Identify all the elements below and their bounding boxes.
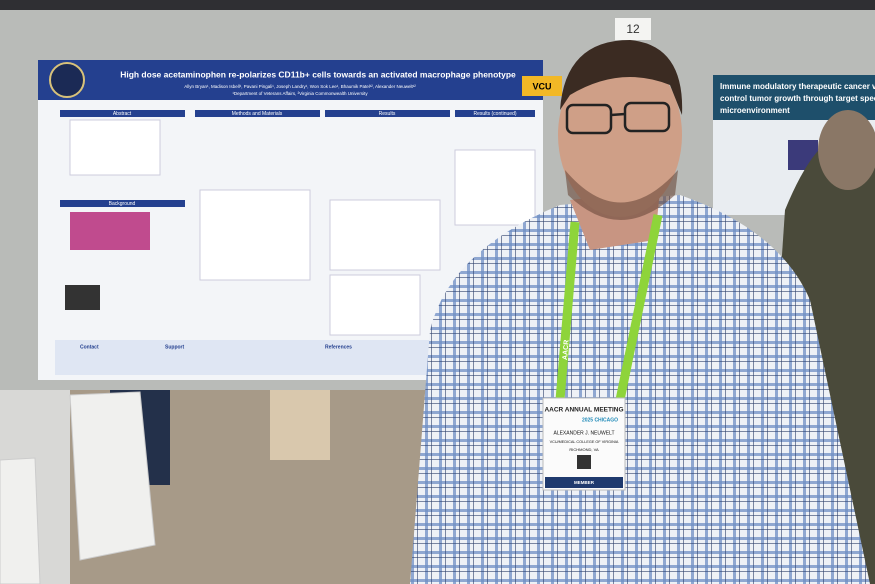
- board-number-plate: [615, 18, 651, 40]
- section-bar: [60, 200, 185, 207]
- badge-year-city: 2025 CHICAGO: [582, 417, 618, 423]
- footer-header: Contact: [80, 344, 99, 350]
- badge-name: ALEXANDER J. NEUWELT: [553, 430, 614, 436]
- poster-header: [38, 60, 543, 100]
- chair: [0, 457, 41, 584]
- lanyard-text: AACR: [562, 340, 571, 361]
- vcu-logo-box: [522, 76, 562, 96]
- section-bar: [60, 110, 185, 117]
- bystander-legs: [270, 390, 330, 460]
- badge-meeting: AACR ANNUAL MEETING: [544, 407, 623, 414]
- poster-title: High dose acetaminophen re-polarizes CD1…: [120, 69, 516, 79]
- lanyard: [615, 214, 663, 401]
- section-bar: [455, 110, 535, 117]
- side-poster-title: control tumor growth through target spec: [720, 94, 875, 103]
- glasses-lens: [565, 103, 613, 135]
- figure: [69, 119, 161, 176]
- figure: [199, 189, 311, 281]
- side-poster-title: Immune modulatory therapeutic cancer vac: [720, 82, 875, 91]
- beard: [565, 170, 678, 220]
- badge-type: MEMBER: [574, 480, 595, 485]
- figure: [329, 199, 441, 271]
- figure: [65, 285, 100, 310]
- badge-qr: [577, 455, 591, 469]
- footer-header: Support: [165, 344, 184, 350]
- glasses-lens: [623, 101, 671, 133]
- section-header: Methods and Materials: [232, 111, 283, 117]
- poster-affiliations: ¹Department of Veterans Affairs, ²Virgin…: [232, 91, 368, 96]
- section-header: Abstract: [113, 111, 132, 117]
- figure: [329, 274, 421, 336]
- section-header: Results: [379, 111, 396, 117]
- va-logo: [49, 62, 85, 98]
- badge-location: RICHMOND, VA: [569, 447, 599, 452]
- figure: [70, 212, 150, 250]
- section-bar: [195, 110, 320, 117]
- board-number: 12: [626, 22, 640, 36]
- poster-authors: Allyn Bryan¹, Madison Isbell¹, Pavani Pi…: [184, 84, 416, 89]
- badge-type-bar: [545, 477, 623, 488]
- section-header: Results (continued): [473, 111, 516, 117]
- section-bar: [325, 110, 450, 117]
- head: [558, 53, 682, 217]
- bystander-head: [818, 110, 875, 190]
- vcu-logo: VCU: [532, 81, 551, 91]
- lanyard: [555, 221, 580, 401]
- figure: [454, 149, 536, 226]
- hair: [560, 40, 683, 115]
- shirt: [410, 195, 870, 584]
- badge-institution: VCU/MEDICAL COLLEGE OF VIRGINIA: [550, 440, 619, 444]
- glasses-bridge: [610, 112, 626, 117]
- section-header: Background: [109, 201, 136, 207]
- side-poster-title: microenvironment: [720, 106, 790, 115]
- badge: [542, 397, 626, 491]
- footer-header: References: [325, 344, 352, 350]
- chair: [69, 391, 156, 561]
